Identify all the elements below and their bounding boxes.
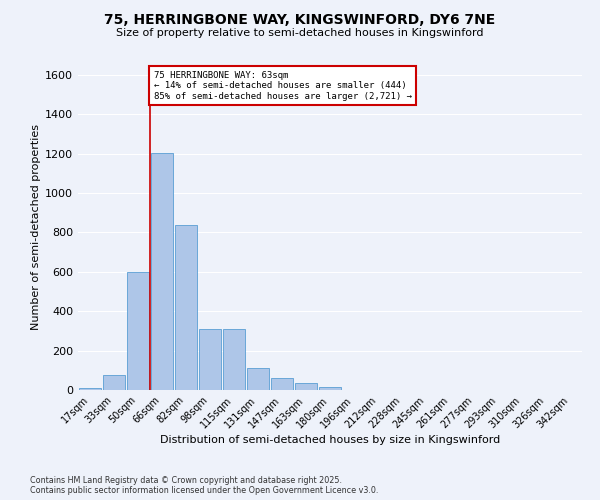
- Bar: [223, 329, 245, 390]
- Text: Contains HM Land Registry data © Crown copyright and database right 2025.
Contai: Contains HM Land Registry data © Crown c…: [30, 476, 379, 495]
- Text: Size of property relative to semi-detached houses in Kingswinford: Size of property relative to semi-detach…: [116, 28, 484, 38]
- Bar: [79, 388, 101, 390]
- Bar: [151, 152, 173, 390]
- Bar: [247, 368, 269, 390]
- Text: 75, HERRINGBONE WAY, KINGSWINFORD, DY6 7NE: 75, HERRINGBONE WAY, KINGSWINFORD, DY6 7…: [104, 12, 496, 26]
- Text: 75 HERRINGBONE WAY: 63sqm
← 14% of semi-detached houses are smaller (444)
85% of: 75 HERRINGBONE WAY: 63sqm ← 14% of semi-…: [154, 71, 412, 101]
- Bar: [319, 387, 341, 390]
- X-axis label: Distribution of semi-detached houses by size in Kingswinford: Distribution of semi-detached houses by …: [160, 436, 500, 446]
- Bar: [295, 383, 317, 390]
- Bar: [175, 224, 197, 390]
- Bar: [103, 375, 125, 390]
- Bar: [271, 378, 293, 390]
- Bar: [127, 272, 149, 390]
- Bar: [199, 329, 221, 390]
- Y-axis label: Number of semi-detached properties: Number of semi-detached properties: [31, 124, 41, 330]
